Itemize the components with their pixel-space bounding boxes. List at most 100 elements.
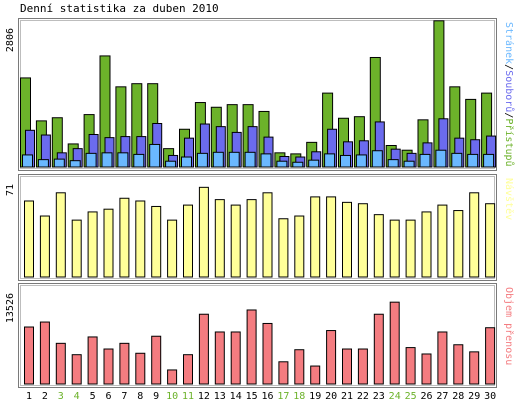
bar-visits-day-12 <box>198 186 209 278</box>
bar-pages-day-1 <box>22 154 33 168</box>
bar-pages-day-27 <box>435 149 447 168</box>
max-label-bottom: 13526 <box>5 293 16 323</box>
bar-traffic-day-17 <box>278 361 289 385</box>
bar-traffic-day-12 <box>198 313 209 385</box>
day-label-15: 15 <box>246 391 258 402</box>
bar-visits-day-28 <box>453 210 464 278</box>
bar-pages-day-4 <box>69 160 81 168</box>
day-label-6: 6 <box>105 391 111 402</box>
bar-pages-day-13 <box>212 151 224 168</box>
bar-traffic-day-24 <box>389 301 400 385</box>
bar-pages-day-18 <box>292 161 304 168</box>
day-label-23: 23 <box>373 391 385 402</box>
bar-pages-day-14 <box>228 151 240 168</box>
bar-pages-day-22 <box>355 154 367 168</box>
bar-traffic-day-6 <box>103 348 114 385</box>
day-label-22: 22 <box>357 391 369 402</box>
bar-pages-day-30 <box>483 153 495 168</box>
bar-traffic-day-26 <box>421 353 432 385</box>
bar-visits-day-6 <box>103 208 114 278</box>
bar-visits-day-30 <box>485 203 496 278</box>
bar-traffic-day-13 <box>214 331 225 385</box>
bar-pages-day-3 <box>53 158 65 168</box>
bar-traffic-day-28 <box>453 344 464 385</box>
legend-item-traffic: Objem přenosu <box>503 287 515 365</box>
day-label-12: 12 <box>198 391 210 402</box>
max-label-top: 2806 <box>5 28 16 52</box>
legend-item-files: Souborů <box>503 70 515 112</box>
bar-visits-day-15 <box>246 199 257 278</box>
bar-visits-day-26 <box>421 211 432 278</box>
panel-frame-bottom <box>18 283 497 388</box>
bar-traffic-day-21 <box>342 348 352 385</box>
day-label-7: 7 <box>121 391 127 402</box>
legend-separator: / <box>503 112 514 118</box>
bar-visits-day-10 <box>167 219 178 278</box>
legend-item-accesses: Přístupů <box>503 118 515 166</box>
bar-pages-day-24 <box>387 159 399 168</box>
bar-traffic-day-7 <box>119 342 130 385</box>
day-label-11: 11 <box>182 391 194 402</box>
bar-traffic-day-3 <box>55 342 66 385</box>
bar-visits-day-1 <box>24 200 34 278</box>
bar-pages-day-25 <box>403 160 415 168</box>
bar-pages-day-21 <box>340 154 351 168</box>
day-label-18: 18 <box>293 391 305 402</box>
bar-pages-day-26 <box>419 153 431 168</box>
bar-visits-day-18 <box>294 215 305 278</box>
bar-traffic-day-20 <box>326 330 337 385</box>
day-label-16: 16 <box>261 391 273 402</box>
legend-item-pages: Stránek <box>503 22 515 64</box>
panel-frames <box>18 18 497 388</box>
day-label-28: 28 <box>452 391 464 402</box>
bar-pages-day-12 <box>196 152 208 168</box>
bar-visits-day-8 <box>135 200 146 278</box>
page-title: Denní statistika za duben 2010 <box>20 2 219 15</box>
panel-frame-top <box>18 18 497 171</box>
bar-pages-day-29 <box>467 153 479 168</box>
day-label-30: 30 <box>484 391 496 402</box>
bar-pages-day-2 <box>37 159 49 168</box>
day-label-10: 10 <box>166 391 178 402</box>
bar-visits-day-27 <box>437 204 448 278</box>
day-label-8: 8 <box>137 391 143 402</box>
bar-visits-day-23 <box>373 214 384 278</box>
bar-pages-day-16 <box>260 153 272 168</box>
bar-traffic-day-2 <box>39 321 50 385</box>
bar-traffic-day-14 <box>230 331 241 385</box>
bar-pages-day-19 <box>308 159 320 168</box>
legend-separator: / <box>503 64 514 70</box>
bar-traffic-day-15 <box>246 309 257 385</box>
day-label-4: 4 <box>74 391 80 402</box>
bar-pages-day-10 <box>165 160 177 168</box>
bar-pages-day-8 <box>133 153 145 168</box>
day-label-1: 1 <box>26 391 32 402</box>
bar-visits-day-20 <box>326 196 337 278</box>
max-label-middle: 71 <box>5 184 16 196</box>
bar-traffic-day-5 <box>87 336 98 385</box>
bar-traffic-day-23 <box>373 313 384 385</box>
day-label-14: 14 <box>230 391 242 402</box>
bar-pages-day-11 <box>181 156 192 168</box>
bar-visits-day-2 <box>39 215 50 278</box>
bar-traffic-day-11 <box>183 354 193 385</box>
bar-pages-day-9 <box>149 143 161 168</box>
day-label-25: 25 <box>405 391 417 402</box>
legend-middle: Návštěv <box>503 178 515 220</box>
bar-traffic-day-1 <box>24 326 34 385</box>
bar-traffic-day-25 <box>405 347 416 385</box>
bar-traffic-day-27 <box>437 331 448 385</box>
bar-visits-day-13 <box>214 199 225 278</box>
bar-pages-day-28 <box>451 152 463 168</box>
bar-pages-day-15 <box>244 151 256 168</box>
bar-traffic-day-16 <box>262 322 273 385</box>
bar-traffic-day-9 <box>151 335 162 385</box>
bar-traffic-day-29 <box>469 351 480 385</box>
bar-pages-day-7 <box>117 152 129 168</box>
bar-traffic-day-8 <box>135 352 146 385</box>
day-label-17: 17 <box>277 391 289 402</box>
legend-bottom: Objem přenosu <box>503 287 515 365</box>
day-label-9: 9 <box>153 391 159 402</box>
